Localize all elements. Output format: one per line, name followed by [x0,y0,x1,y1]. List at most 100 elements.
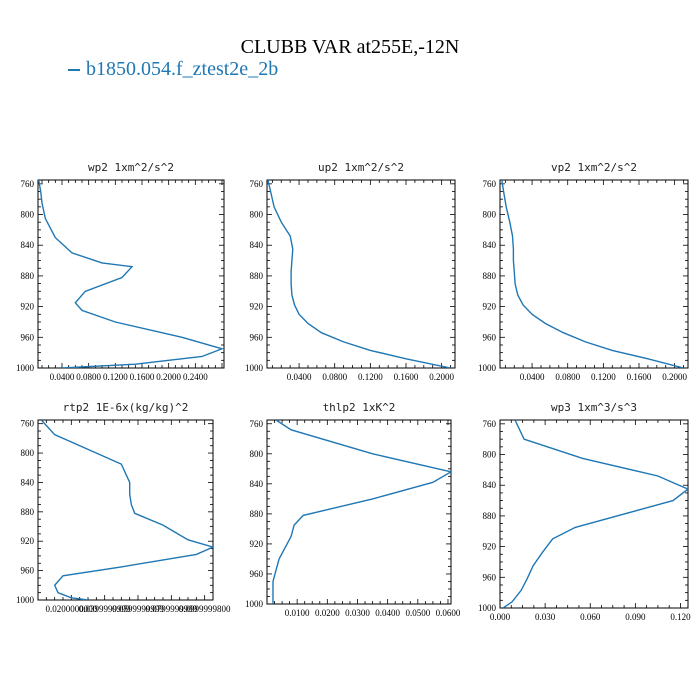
y-tick-label: 760 [483,179,497,189]
y-tick-label: 760 [483,419,497,429]
y-tick-label: 1000 [478,363,497,373]
y-tick-label: 920 [250,302,264,312]
y-tick-label: 960 [483,332,497,342]
series-line [40,420,213,600]
y-tick-label: 800 [21,210,35,220]
x-tick-label: 0.0800 [322,372,347,382]
x-tick-label: 0.2000 [429,372,454,382]
y-tick-label: 1000 [16,595,35,605]
x-tick-label: 0.0400 [520,372,545,382]
legend-label: b1850.054.f_ztest2e_2b [86,58,279,80]
plot-frame [37,419,214,601]
y-tick-label: 960 [250,332,264,342]
figure-title: CLUBB VAR at255E,-12N [240,36,460,58]
x-tick-label: 0.030 [535,612,556,622]
panel-3: vp2 1xm^2/s^2 760 800 840 880 920 960 1000 0.040… [478,161,689,382]
x-tick-label: 0.0599999999 [112,604,164,614]
legend: b1850.054.f_ztest2e_2b [68,58,278,81]
x-tick-label: 0.120 [670,612,691,622]
y-tick-label: 840 [483,240,497,250]
panel-title: wp3 1xm^3/s^3 [551,401,637,414]
x-tick-label: 0.0999999800 [179,604,231,614]
y-tick-label: 880 [21,507,35,517]
panel-title: wp2 1xm^2/s^2 [88,161,174,174]
y-tick-label: 880 [483,271,497,281]
x-tick-label: 0.0400 [50,372,75,382]
panel-title: up2 1xm^2/s^2 [318,161,404,174]
y-tick-label: 960 [483,572,497,582]
x-tick-label: 0.0800 [76,372,101,382]
x-tick-label: 0.0799999999 [145,604,197,614]
y-tick-label: 800 [250,449,264,459]
y-tick-label: 960 [21,332,35,342]
panel-6: wp3 1xm^3/s^3 760 800 840 880 920 960 10000.000… [478,401,691,622]
series-line [38,180,224,368]
series-line [501,180,684,368]
panel-5: thlp2 1xK^2 760 800 840 880 920 960 1000 0.0100 0… [245,401,461,618]
y-tick-label: 880 [250,509,264,519]
x-tick-label: 0.0400 [375,608,400,618]
y-tick-label: 880 [21,271,35,281]
y-tick-label: 1000 [245,599,264,609]
y-tick-label: 880 [250,271,264,281]
y-tick-label: 800 [21,448,35,458]
y-tick-label: 840 [483,480,497,490]
panel-1: wp2 1xm^2/s^2 760 800 840 880 920 960 1000 0.040… [16,161,225,382]
x-tick-label: 0.0600 [436,608,461,618]
y-tick-label: 760 [21,419,35,429]
plot-frame [499,419,689,609]
y-tick-label: 800 [483,450,497,460]
x-tick-label: 0.0100 [285,608,310,618]
x-tick-label: 0.2400 [183,372,208,382]
y-tick-label: 1000 [478,603,497,613]
y-tick-label: 960 [21,566,35,576]
y-tick-label: 1000 [245,363,264,373]
y-tick-label: 840 [250,240,264,250]
x-tick-label: 0.0800 [555,372,580,382]
legend-line-swatch [68,69,80,72]
panel-title: rtp2 1E-6x(kg/kg)^2 [63,401,189,414]
y-tick-label: 920 [250,539,264,549]
panel-2: up2 1xm^2/s^2 760 800 840 880 920 960 1000 0.040… [245,161,456,382]
x-tick-label: 0.0400 [287,372,312,382]
panel-title: thlp2 1xK^2 [323,401,396,414]
panel-title: vp2 1xm^2/s^2 [551,161,637,174]
series-line [272,420,451,604]
y-tick-label: 760 [21,179,35,189]
y-tick-label: 920 [483,302,497,312]
x-tick-label: 0.1200 [591,372,616,382]
series-line [267,180,451,368]
y-tick-label: 840 [21,477,35,487]
x-tick-label: 0.1600 [394,372,419,382]
y-tick-label: 800 [250,210,264,220]
x-tick-label: 0.1600 [627,372,652,382]
series-line [502,420,688,608]
y-tick-label: 920 [21,536,35,546]
x-tick-label: 0.0500 [405,608,430,618]
x-tick-label: 0.2000 [662,372,687,382]
x-tick-label: 0.0200000000 [45,604,97,614]
plot-frame [37,179,225,369]
x-tick-label: 0.1200 [103,372,128,382]
y-tick-label: 920 [483,542,497,552]
y-tick-label: 920 [21,302,35,312]
x-tick-label: 0.1600 [130,372,155,382]
y-tick-label: 1000 [16,363,35,373]
x-tick-label: 0.0300 [345,608,370,618]
y-tick-label: 840 [21,240,35,250]
y-tick-label: 760 [250,419,264,429]
x-tick-label: 0.2000 [156,372,181,382]
y-tick-label: 760 [250,179,264,189]
y-tick-label: 840 [250,479,264,489]
x-tick-label: 0.060 [580,612,601,622]
plot-frame [266,179,456,369]
y-tick-label: 960 [250,569,264,579]
y-tick-label: 800 [483,210,497,220]
x-tick-label: 0.1200 [358,372,383,382]
panel-4: rtp2 1E-6x(kg/kg)^2 760 800 840 880 920 960 100… [16,401,231,614]
plot-frame [266,419,452,605]
x-tick-label: 0.000 [490,612,511,622]
y-tick-label: 880 [483,511,497,521]
x-tick-label: 0.090 [625,612,646,622]
